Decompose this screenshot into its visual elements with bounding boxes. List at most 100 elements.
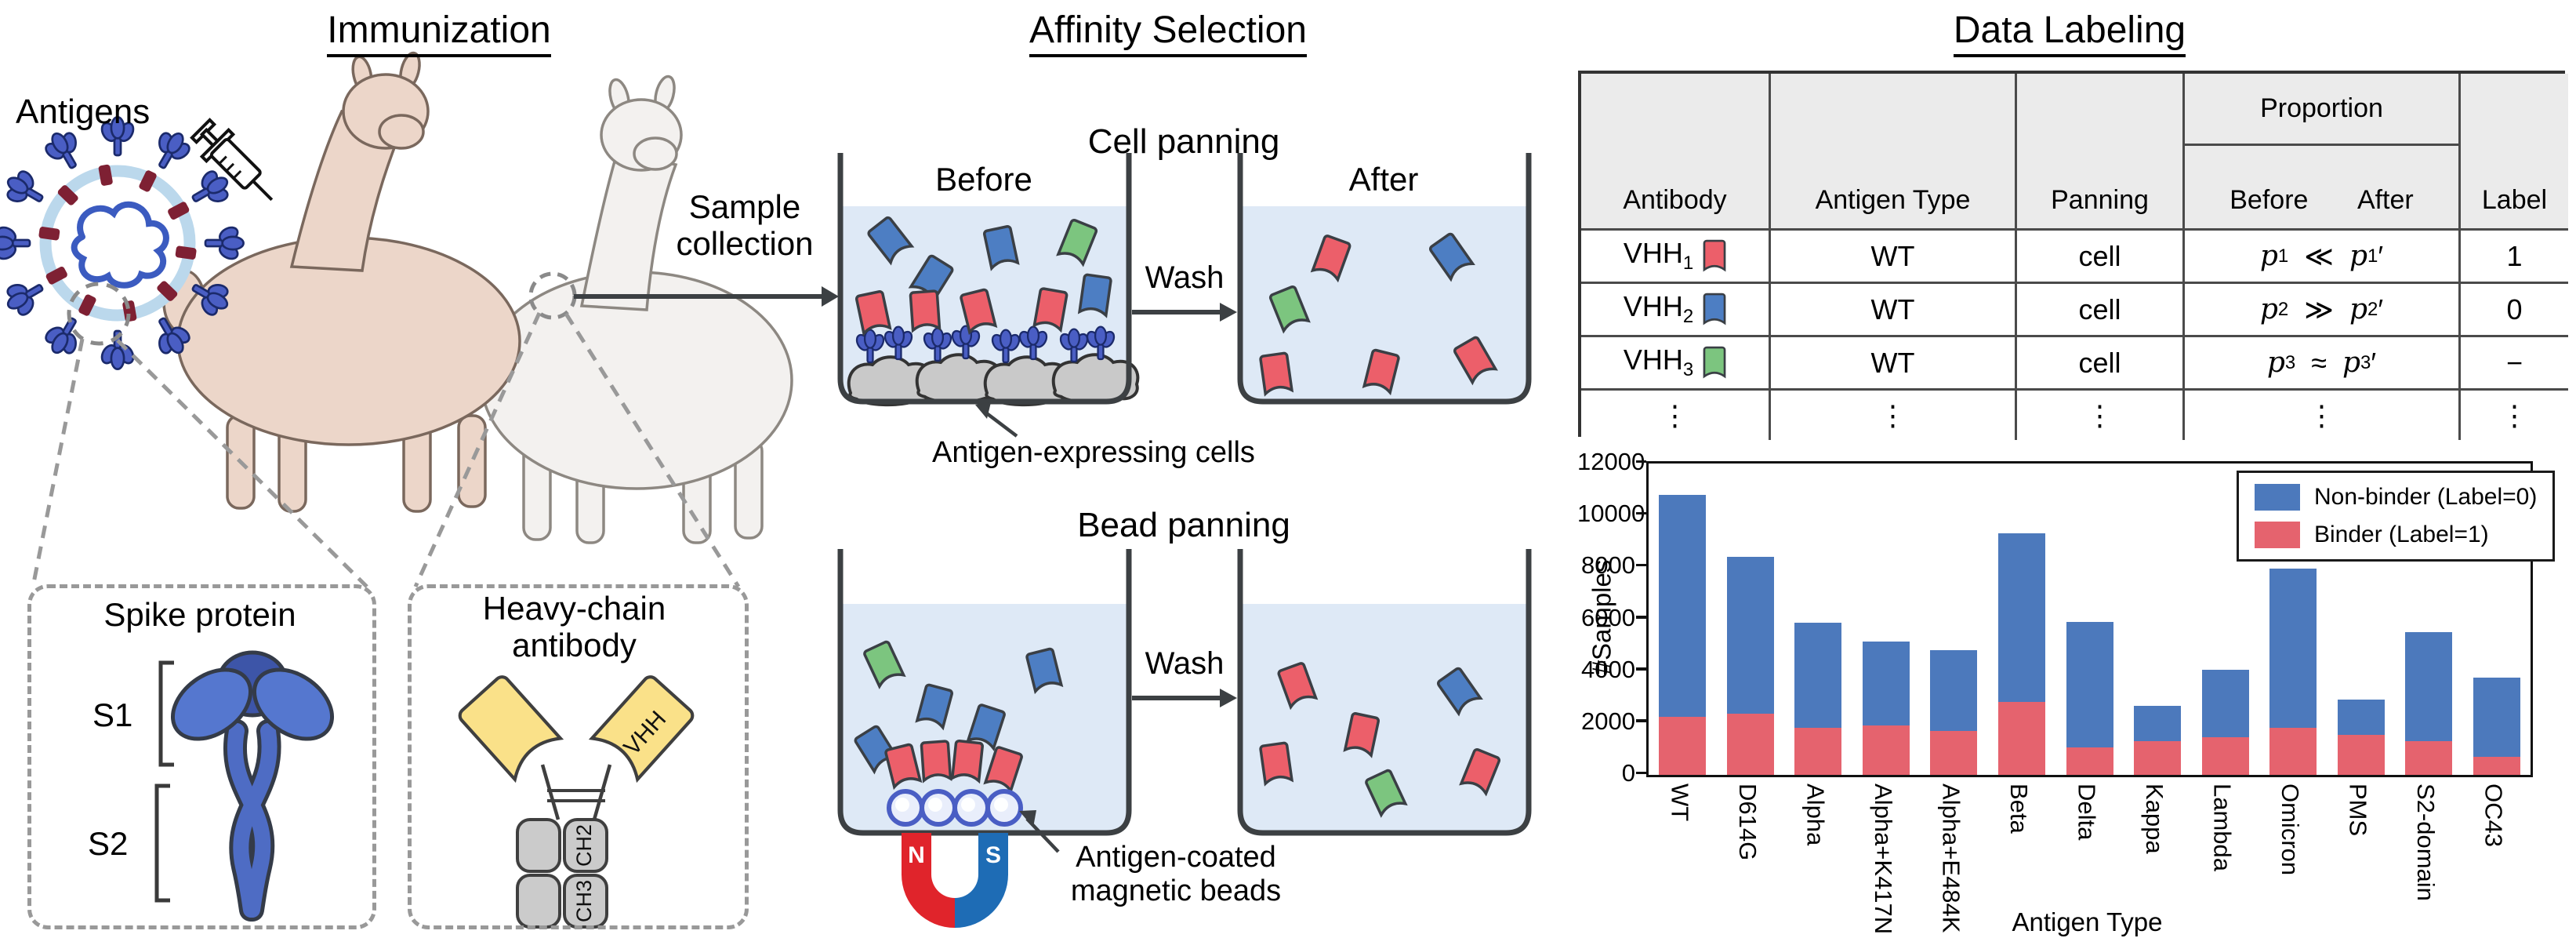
y-tick-label: 10000 bbox=[1577, 500, 1645, 528]
legend-label: Binder (Label=1) bbox=[2314, 522, 2489, 547]
bar-Omicron-binder bbox=[2269, 728, 2317, 775]
wash-label-bead: Wash bbox=[1145, 646, 1225, 681]
chart-plot-area bbox=[1646, 461, 2533, 777]
virus-spike-icon bbox=[204, 223, 245, 264]
bar-Alpha+K417N-nonbinder bbox=[1862, 641, 1910, 726]
bead-panning-after-beaker bbox=[1237, 549, 1532, 836]
bar-Alpha+E484K-binder bbox=[1930, 730, 1978, 775]
s2-label: S2 bbox=[88, 825, 129, 862]
bar-Beta-nonbinder bbox=[1997, 533, 2045, 703]
bar-Delta-nonbinder bbox=[2066, 621, 2113, 748]
virus-membrane-protein bbox=[78, 294, 96, 316]
col-header-after: After bbox=[2356, 185, 2414, 215]
s1-bracket bbox=[158, 660, 174, 767]
bar-S2-domain-binder bbox=[2405, 741, 2453, 775]
chart-legend: Non-binder (Label=0) Binder (Label=1) bbox=[2237, 471, 2556, 562]
bar-Alpha+E484K-nonbinder bbox=[1930, 650, 1978, 731]
bar-Omicron-nonbinder bbox=[2269, 569, 2317, 729]
virus-spike-icon bbox=[37, 308, 91, 363]
y-tick-mark bbox=[1636, 719, 1646, 722]
x-tick-label-Alpha: Alpha bbox=[1801, 783, 1830, 846]
x-tick-label-Kappa: Kappa bbox=[2141, 783, 2169, 854]
legend-entry: Binder (Label=1) bbox=[2255, 522, 2537, 548]
bead-wash-arrow bbox=[1132, 689, 1237, 707]
virus-rna bbox=[71, 201, 169, 289]
s1-label: S1 bbox=[93, 696, 133, 733]
bar-Delta-binder bbox=[2066, 747, 2113, 775]
table-row2-antigen: WT bbox=[1771, 284, 2017, 337]
bar-Kappa-binder bbox=[2134, 741, 2182, 775]
col-header-label: Label bbox=[2461, 74, 2568, 231]
bar-WT-nonbinder bbox=[1659, 494, 1707, 717]
table-ellipsis-antigen: ⋮ bbox=[1771, 391, 2017, 440]
table-row2-antibody: VHH2 bbox=[1581, 284, 1771, 337]
data-labeling-title: Data Labeling bbox=[1866, 9, 2273, 57]
cell-panning-before-beaker bbox=[837, 153, 1140, 407]
antibody-box-title: Heavy-chain antibody bbox=[482, 590, 666, 664]
y-tick-mark bbox=[1636, 460, 1646, 463]
y-tick-label: 6000 bbox=[1581, 603, 1635, 631]
magnetic-beads-label: Antigen-coated magnetic beads bbox=[1070, 841, 1282, 907]
s2-bracket bbox=[154, 783, 170, 903]
virus-membrane-protein bbox=[45, 266, 67, 285]
beads-pointer-arrow bbox=[1019, 810, 1060, 853]
table-ellipsis-proportion: ⋮ bbox=[2185, 391, 2461, 440]
table-row1-antibody: VHH1 bbox=[1581, 231, 1771, 284]
y-tick-label: 4000 bbox=[1581, 655, 1635, 683]
antigens-label: Antigens bbox=[16, 93, 151, 131]
virus-spike-icon bbox=[37, 123, 91, 178]
heavy-chain-antibody-drawing: VHH CH2 CH3 bbox=[457, 674, 695, 929]
table-row2-panning: cell bbox=[2017, 284, 2185, 337]
x-tick-label-WT: WT bbox=[1666, 783, 1694, 822]
virus-spike-icon bbox=[0, 223, 31, 264]
col-header-proportion: Proportion Before After bbox=[2185, 74, 2461, 231]
bar-Alpha-nonbinder bbox=[1794, 623, 1842, 729]
bar-OC43-nonbinder bbox=[2473, 677, 2520, 757]
antibody-icon-blue bbox=[1703, 293, 1726, 324]
virus-membrane-protein bbox=[139, 170, 157, 192]
y-tick-mark bbox=[1636, 771, 1646, 774]
syringe-icon bbox=[190, 118, 274, 202]
virus-membrane-protein bbox=[168, 202, 190, 220]
table-row3-antibody: VHH3 bbox=[1581, 337, 1771, 391]
bar-OC43-binder bbox=[2473, 756, 2520, 775]
bead-panning-label: Bead panning bbox=[1077, 506, 1290, 544]
labeling-table: Antibody Antigen Type Panning Proportion… bbox=[1578, 71, 2568, 440]
spike-protein-drawing bbox=[154, 650, 335, 922]
cell-panning-after-beaker bbox=[1237, 153, 1532, 405]
bar-D614G-binder bbox=[1726, 714, 1774, 775]
x-tick-label-Beta: Beta bbox=[2005, 783, 2033, 834]
cells-pointer-arrow bbox=[975, 402, 1018, 438]
wash-label-cell: Wash bbox=[1145, 260, 1225, 295]
antigen-expressing-cells-label: Antigen-expressing cells bbox=[932, 436, 1255, 469]
antibody-icon-green bbox=[1703, 346, 1726, 377]
y-tick-mark bbox=[1636, 616, 1646, 619]
bar-Lambda-nonbinder bbox=[2201, 670, 2249, 738]
col-header-antigen-type: Antigen Type bbox=[1771, 74, 2017, 231]
y-tick-label: 2000 bbox=[1581, 707, 1635, 735]
virus-membrane-protein bbox=[157, 281, 178, 301]
table-ellipsis-antibody: ⋮ bbox=[1581, 391, 1771, 440]
cell-wash-arrow bbox=[1132, 303, 1237, 322]
bar-Kappa-nonbinder bbox=[2134, 706, 2182, 741]
x-tick-label-Alpha+E484K: Alpha+E484K bbox=[1937, 783, 1965, 933]
ch2-label: CH2 bbox=[572, 824, 596, 867]
virus-membrane-protein bbox=[57, 185, 78, 205]
table-row2-label: 0 bbox=[2461, 284, 2568, 337]
virus-spike-icon bbox=[144, 123, 198, 178]
bar-WT-binder bbox=[1659, 716, 1707, 775]
bar-S2-domain-nonbinder bbox=[2405, 632, 2453, 741]
samples-bar-chart: #Samples Antigen Type 0 2000 4000 6000 8000 1… bbox=[1576, 449, 2576, 938]
before-label-cell: Before bbox=[935, 161, 1032, 198]
x-tick-label-Alpha+K417N: Alpha+K417N bbox=[1869, 783, 1897, 935]
alpaca-white bbox=[480, 75, 793, 544]
x-tick-label-PMS: PMS bbox=[2344, 783, 2372, 837]
col-header-panning: Panning bbox=[2017, 74, 2185, 231]
virus-membrane-protein bbox=[175, 245, 197, 260]
bead-panning-before-beaker bbox=[837, 549, 1132, 836]
virus-spike-icon bbox=[0, 270, 53, 324]
y-tick-label: 0 bbox=[1621, 759, 1635, 787]
